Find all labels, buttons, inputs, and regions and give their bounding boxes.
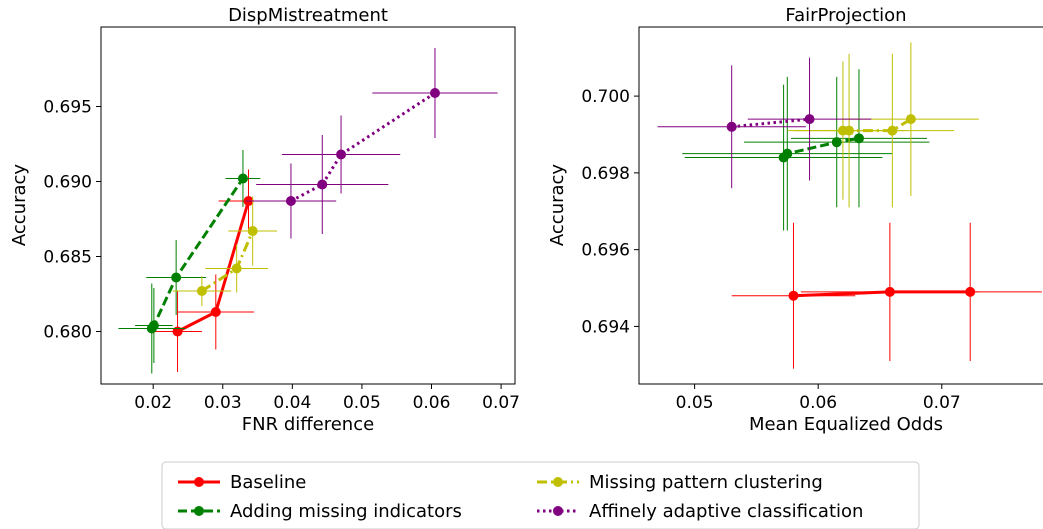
legend-marker [194,477,204,487]
data-point [788,290,799,301]
legend-marker [194,506,204,516]
x-tick-label: 0.04 [273,393,311,413]
legend-entry: Missing pattern clustering [537,472,823,493]
series-baseline [731,222,1042,369]
data-point [336,149,347,160]
legend-label: Baseline [230,472,306,493]
legend-entry: Affinely adaptive classification [537,501,863,522]
y-tick-label: 0.698 [581,164,630,184]
data-point [317,179,328,190]
series-adding-missing-indicators [682,69,930,231]
x-tick-label: 0.06 [413,393,451,413]
x-tick-label: 0.05 [676,393,714,413]
series-line [793,290,971,298]
legend-entry: Baseline [178,472,306,493]
legend-items: Baseline Missing pattern clustering Adding… [178,472,863,522]
data-point [782,148,793,159]
data-point [237,173,248,184]
panel-title: DispMistreatment [228,5,388,26]
data-point [884,286,895,297]
data-point [196,286,207,296]
data-point [148,320,159,331]
series-line [731,117,810,129]
x-tick-label: 0.06 [799,393,837,413]
data-point [429,88,440,98]
legend: Baseline Missing pattern clustering Adding… [161,461,920,529]
data-point [905,114,916,125]
data-point [210,307,221,317]
y-axis-title: Accuracy [547,164,568,247]
legend-label: Missing pattern clustering [589,472,823,493]
y-tick-label: 0.694 [581,317,630,337]
y-tick-label: 0.690 [43,173,92,193]
x-tick-label: 0.07 [923,393,961,413]
data-point [887,125,898,136]
data-point [831,137,842,148]
y-axis-ticks: 0.680 0.685 0.690 0.695 [43,98,101,343]
x-tick-label: 0.03 [204,393,242,413]
plot-marks [657,42,1042,369]
data-point [844,125,855,136]
y-axis-ticks: 0.694 0.696 0.698 0.700 [581,87,639,337]
series-adding-missing-indicators [118,150,261,374]
data-point [285,196,296,206]
x-axis-title: Mean Equalized Odds [749,414,943,435]
x-axis-ticks: 0.05 0.06 0.07 [676,384,961,413]
plot-frame [638,26,1043,385]
panel-title: FairProjection [785,5,906,26]
data-point [247,226,258,236]
y-tick-label: 0.680 [43,323,92,343]
legend-marker [553,477,563,487]
panel-fairprojection: FairProjection 0.05 0.06 0.07 0.6940.6960.… [547,5,1043,435]
legend-label: Affinely adaptive classification [589,501,863,522]
y-tick-label: 0.685 [43,248,92,268]
x-tick-label: 0.02 [134,393,172,413]
data-point [965,286,976,297]
legend-entry: Adding missing indicators [178,501,462,522]
data-point [853,133,864,144]
data-point [231,263,242,274]
data-point [726,121,737,132]
series-baseline [153,169,279,372]
legend-frame [161,461,920,529]
data-point [804,114,815,125]
y-tick-label: 0.695 [43,98,92,118]
x-tick-label: 0.07 [482,393,520,413]
x-axis-title: FNR difference [242,414,374,435]
series-line [290,91,436,203]
x-tick-label: 0.05 [343,393,381,413]
series-missing-pattern-clustering [787,42,979,208]
legend-label: Adding missing indicators [230,501,462,522]
plot-marks [118,48,498,374]
series-line [150,177,245,330]
data-point [171,272,182,283]
x-axis-ticks: 0.02 0.03 0.04 0.05 0.06 0.07 [134,384,520,413]
series-line [782,136,860,159]
series-affinely-adaptive-classification [245,48,498,239]
series-affinely-adaptive-classification [657,57,872,189]
panel-dispmistreatment: DispMistreatment 0.02 0.03 0.04 0.05 0.06 0.0… [9,5,520,435]
plot-frame [100,26,516,385]
series-line [201,230,255,293]
series-missing-pattern-clustering [172,196,278,306]
y-tick-label: 0.696 [581,241,630,261]
y-tick-label: 0.700 [581,87,630,107]
legend-marker [553,506,563,516]
y-axis-title: Accuracy [9,164,30,247]
